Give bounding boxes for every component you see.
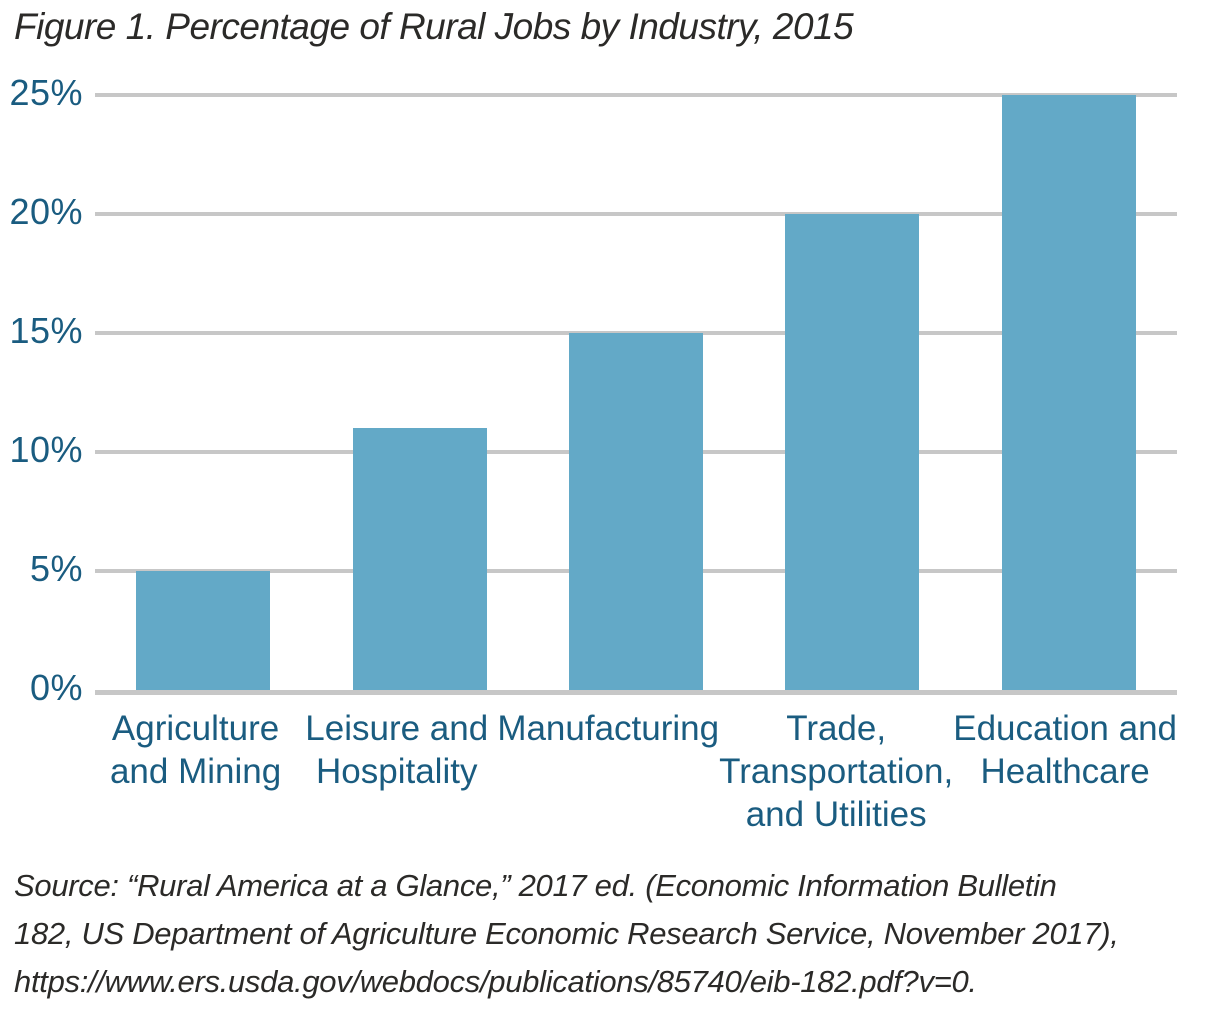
bar-trade-transportation-and-utilities [785,214,920,690]
x-axis-category-label: Education and Healthcare [953,709,1178,791]
y-axis-tick-label: 0% [29,667,83,708]
x-axis-category-label: Agriculture and Mining [109,709,282,791]
bar-leisure-and-hospitality [352,428,487,690]
bar-agriculture-and-mining [136,571,271,690]
bar-slot [744,95,960,690]
y-axis-tick-label: 5% [29,548,83,589]
gridline [95,212,1177,216]
y-axis: 0% 5% 10% 15% 20% 25% [0,72,83,708]
bar-slot [311,95,527,690]
gridline [95,93,1177,97]
x-axis-category-label: Trade, Transportation, and Utilities [719,709,954,834]
figure-title: Figure 1. Percentage of Rural Jobs by In… [14,6,854,47]
x-axis-labels: Agriculture and Mining Leisure and Hospit… [95,707,1177,836]
source-line: 182, US Department of Agriculture Econom… [14,916,1119,951]
bar-slot [961,95,1177,690]
bar-slot [528,95,744,690]
y-axis-tick-label: 20% [9,191,83,232]
bar-education-and-healthcare [1001,95,1136,690]
bar-slot [95,95,311,690]
bar-manufacturing [569,333,704,690]
y-axis-tick-label: 10% [9,429,83,470]
x-axis-category-label: Manufacturing [497,709,720,748]
y-axis-tick-label: 25% [9,72,83,113]
source-line: Source: “Rural America at a Glance,” 201… [14,868,1057,903]
bars-row [95,95,1177,690]
x-axis-category-label: Leisure and Hospitality [305,709,489,791]
y-axis-tick-label: 15% [9,310,83,351]
source-citation: Source: “Rural America at a Glance,” 201… [14,862,1199,1006]
source-line: https://www.ers.usda.gov/webdocs/publica… [14,964,977,999]
plot-area [95,93,1177,695]
